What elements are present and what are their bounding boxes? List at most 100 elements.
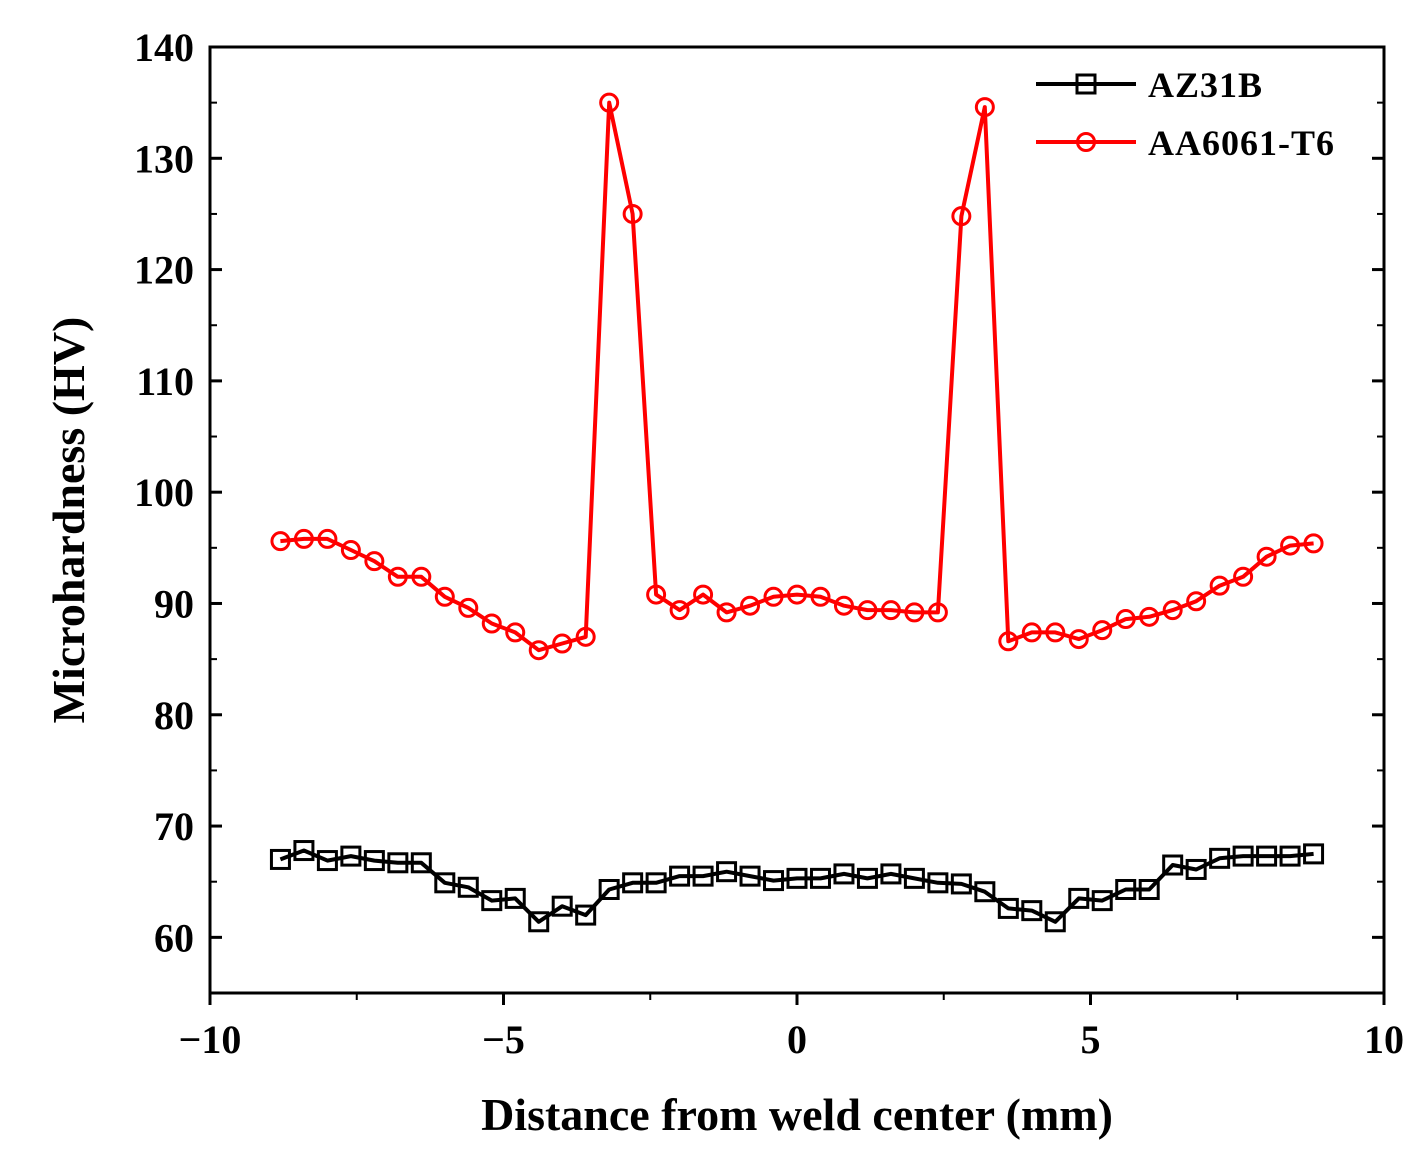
data-point [1256,845,1278,867]
data-point [598,878,620,900]
data-point [669,865,691,887]
data-point [1233,566,1254,587]
y-tick-label: 100 [134,470,194,515]
series-layer [269,92,1325,933]
data-point [1021,900,1043,922]
data-point [880,863,902,885]
legend-item: AA6061-T6 [1036,123,1335,163]
data-point [1092,620,1113,641]
data-point [1186,591,1207,612]
data-point [880,600,901,621]
y-tick-label: 110 [136,359,194,404]
data-point [1115,609,1136,630]
y-tick-label: 130 [134,136,194,181]
data-point [1115,878,1137,900]
data-point [974,881,996,903]
legend: AZ31B AA6061-T6 [1036,65,1335,163]
data-point [951,206,972,227]
x-tick-label: 0 [787,1017,807,1062]
data-point [528,640,549,661]
data-point [974,97,995,118]
data-point [927,872,949,894]
data-point [646,584,667,605]
data-point [1068,629,1089,650]
data-point [340,540,361,561]
data-point [1139,606,1160,627]
x-axis-title: Distance from weld center (mm) [481,1089,1113,1140]
data-point [622,872,644,894]
data-point [740,595,761,616]
data-point [481,613,502,634]
data-point [293,840,315,862]
data-point [810,586,831,607]
data-point [716,602,737,623]
y-tick-label: 120 [134,248,194,293]
data-point [787,584,807,605]
data-point [363,850,385,872]
data-point [387,852,409,874]
data-point [552,633,573,654]
data-point [1138,878,1160,900]
data-point [1209,575,1230,596]
data-point [599,92,620,113]
plot-frame [208,45,1386,995]
data-point [1303,843,1325,865]
x-tick-label: −5 [482,1017,525,1062]
data-point [1280,535,1301,556]
legend-marker [1076,132,1096,152]
data-point [622,203,643,224]
data-point [1068,887,1090,909]
data-point [1162,854,1184,876]
data-point [457,876,479,898]
data-point [857,600,878,621]
legend-label: AZ31B [1148,65,1263,105]
data-point [763,870,785,892]
data-point [505,622,526,643]
data-point [434,586,455,607]
data-point [833,595,854,616]
data-point [481,890,503,912]
x-tick-label: −10 [179,1017,242,1062]
y-tick-label: 80 [154,693,194,738]
data-point [903,867,925,889]
y-tick-label: 140 [134,25,194,70]
data-point [1185,858,1207,880]
series-line [280,100,1314,653]
data-point [270,531,291,552]
data-point [410,852,432,874]
data-point [1279,845,1301,867]
data-point [739,865,761,887]
data-point [1045,622,1066,643]
data-point [645,872,667,894]
series-az31b [269,840,1325,933]
data-point [1091,890,1113,912]
x-axis: −10 −5 0 5 10 [179,993,1404,1062]
data-point [856,867,878,889]
data-point [763,586,784,607]
data-point [1256,546,1277,567]
data-point [786,867,808,889]
data-point [833,863,855,885]
data-point [528,911,550,933]
data-point [575,904,597,926]
x-tick-label: 10 [1364,1017,1404,1062]
data-point [692,865,714,887]
y-axis: 60 70 80 90 100 110 120 130 140 [134,25,1384,960]
series-aa6061-t6 [270,92,1324,661]
data-point [340,845,362,867]
y-tick-label: 90 [154,581,194,626]
data-point [1044,911,1066,933]
data-point [575,626,596,647]
data-point [997,897,1019,919]
data-point [1209,847,1231,869]
y-tick-label: 70 [154,804,194,849]
data-point [809,867,831,889]
legend-label: AA6061-T6 [1148,123,1335,163]
data-point [269,848,291,870]
data-point [693,584,714,605]
y-axis-title: Microhardness (HV) [43,317,94,724]
data-point [317,528,338,549]
data-point [387,566,408,587]
data-point [316,850,338,872]
